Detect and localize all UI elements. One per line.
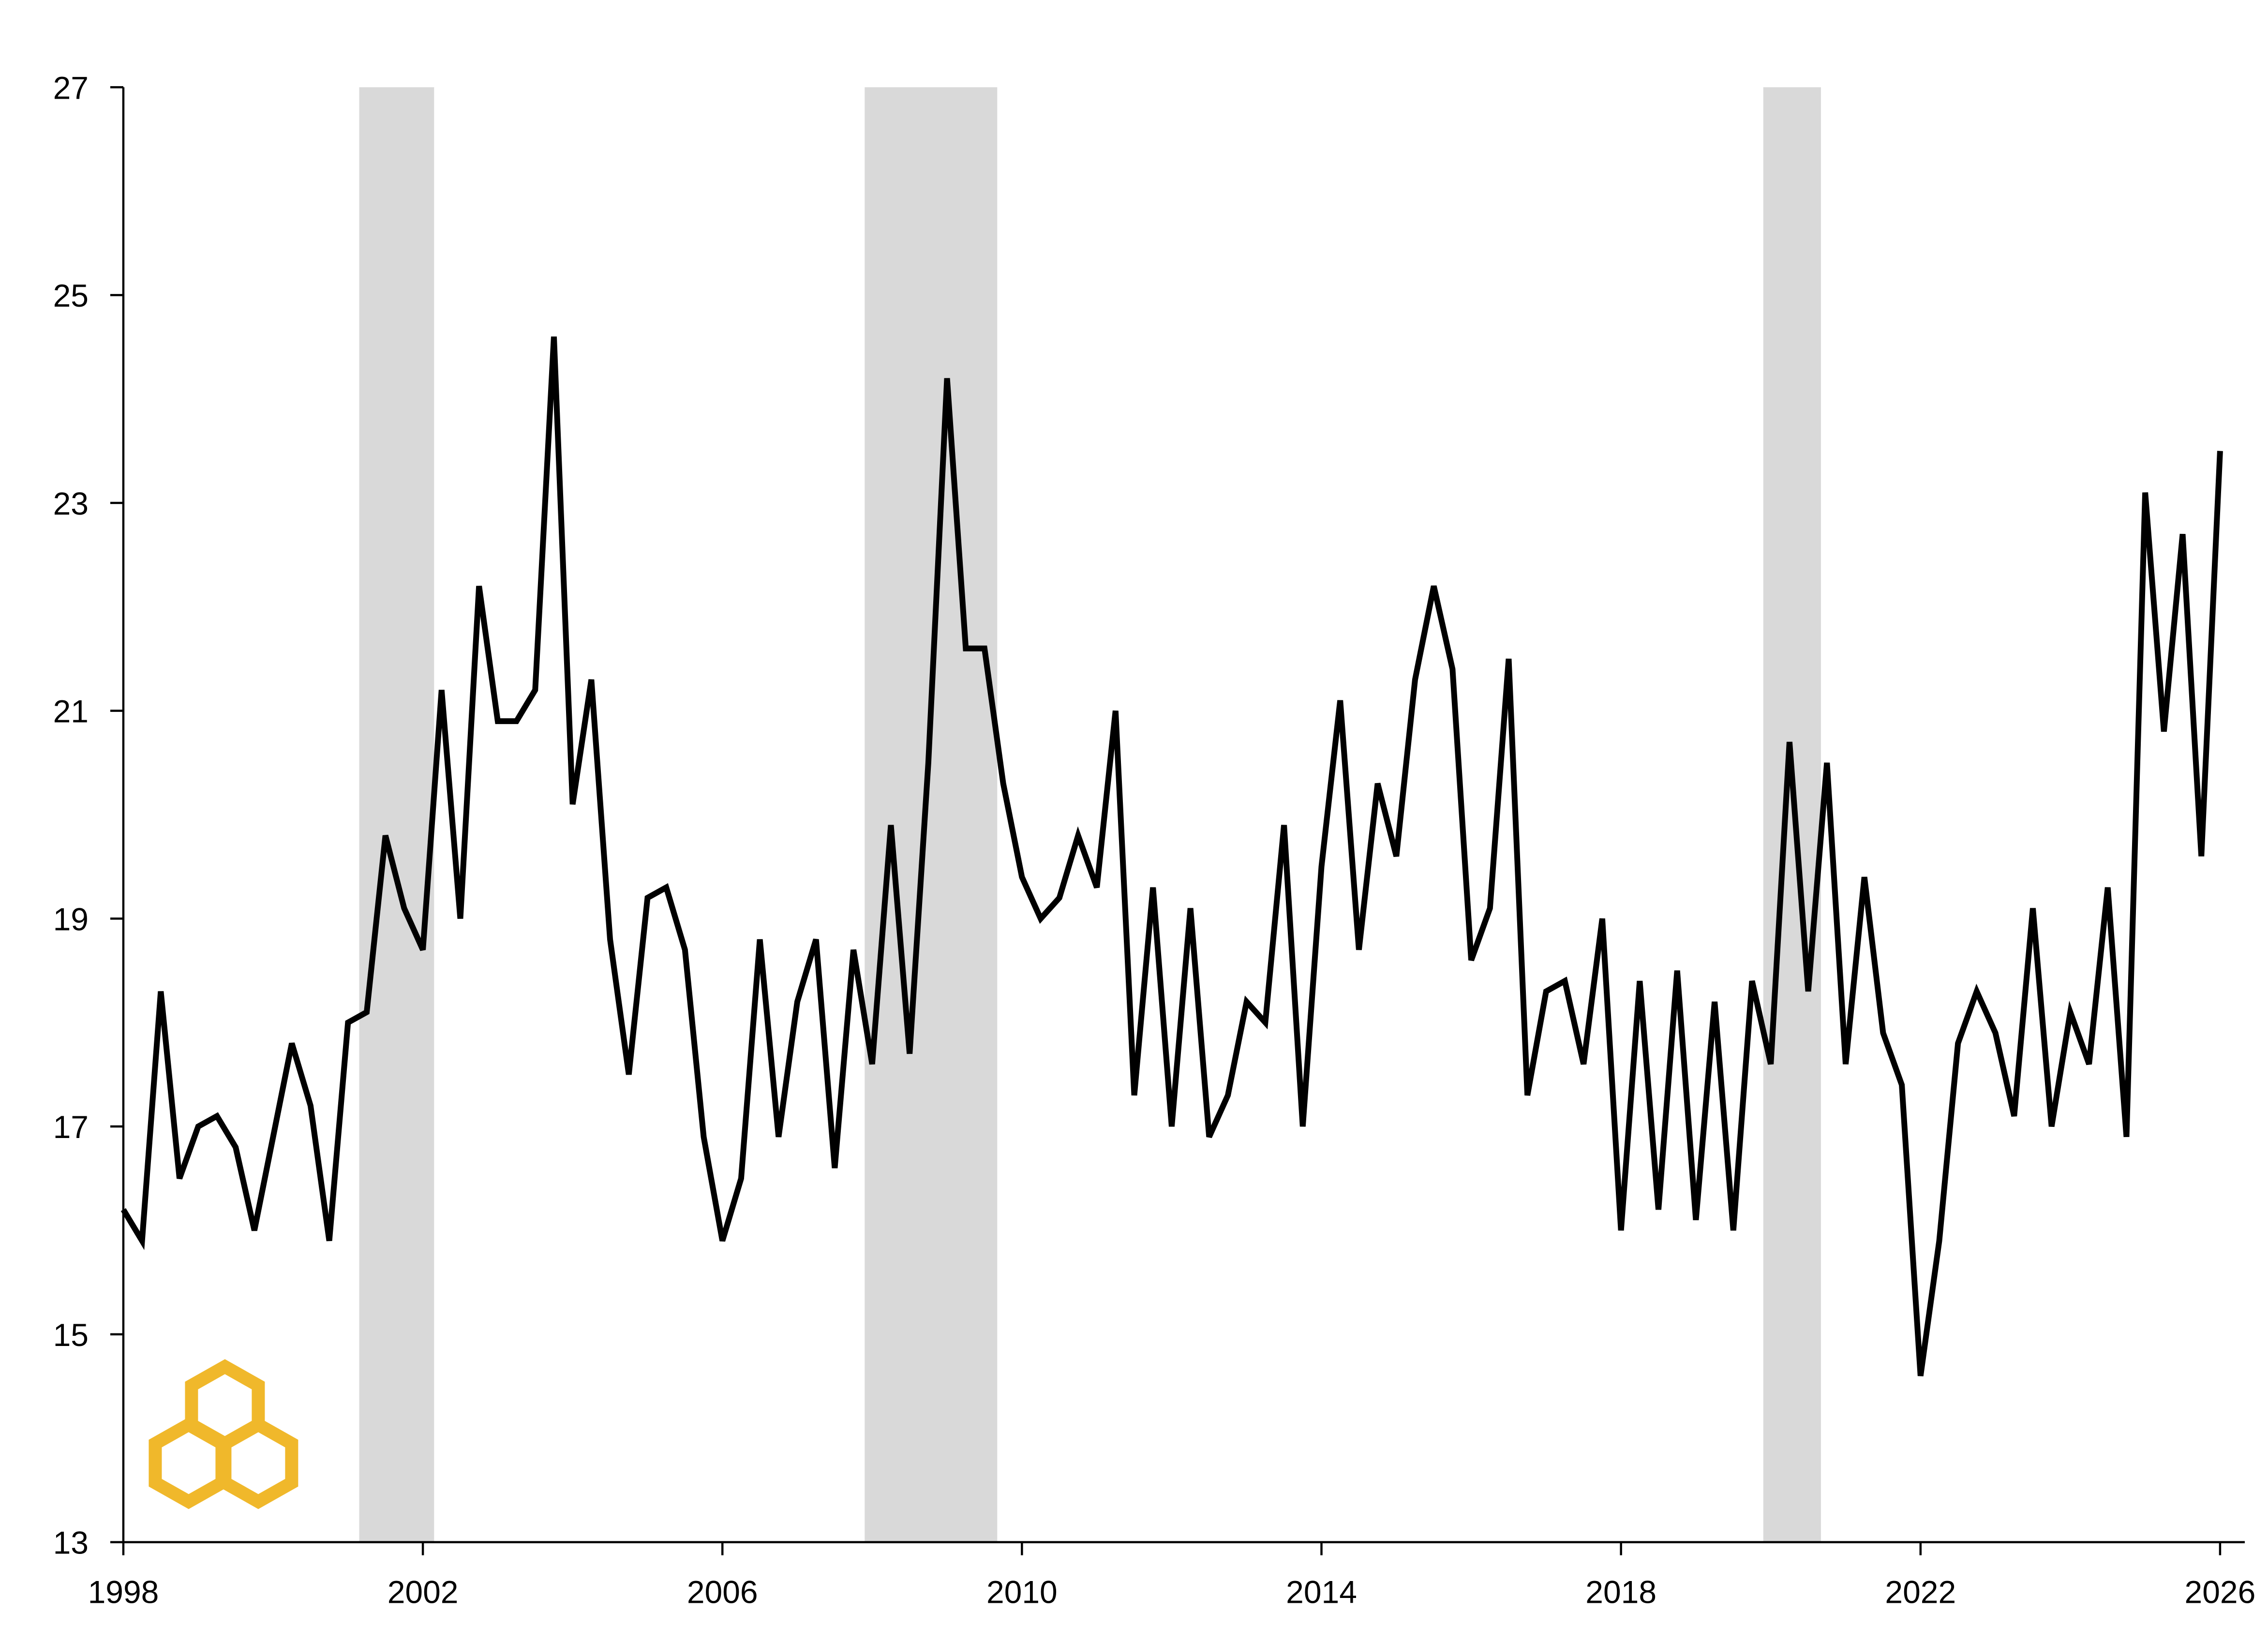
data-line xyxy=(120,336,2223,1376)
y-tick-label: 21 xyxy=(53,694,89,729)
x-tick-label: 2002 xyxy=(388,1574,459,1610)
y-tick-label: 19 xyxy=(53,901,89,937)
x-tick-label: 2010 xyxy=(986,1574,1058,1610)
x-tick-label: 2026 xyxy=(2185,1574,2256,1610)
logo xyxy=(149,1359,298,1509)
y-tick-label: 23 xyxy=(53,486,89,521)
x-tick-label: 2014 xyxy=(1286,1574,1357,1610)
x-tick-label: 2018 xyxy=(1585,1574,1656,1610)
y-tick-label: 27 xyxy=(53,70,89,105)
x-tick-label: 1998 xyxy=(88,1574,159,1610)
x-tick-label: 2022 xyxy=(1885,1574,1956,1610)
y-tick-label: 15 xyxy=(53,1317,89,1353)
x-tick-label: 2006 xyxy=(687,1574,758,1610)
recession-band xyxy=(865,87,998,1542)
y-tick-label: 17 xyxy=(53,1109,89,1145)
y-tick-label: 13 xyxy=(53,1525,89,1561)
y-tick-label: 25 xyxy=(53,278,89,313)
plot: 13 15 17 19 21 23 25 27 1998 2002 2006 2010 2014 2018… xyxy=(53,70,2256,1610)
recession-band xyxy=(359,87,434,1542)
